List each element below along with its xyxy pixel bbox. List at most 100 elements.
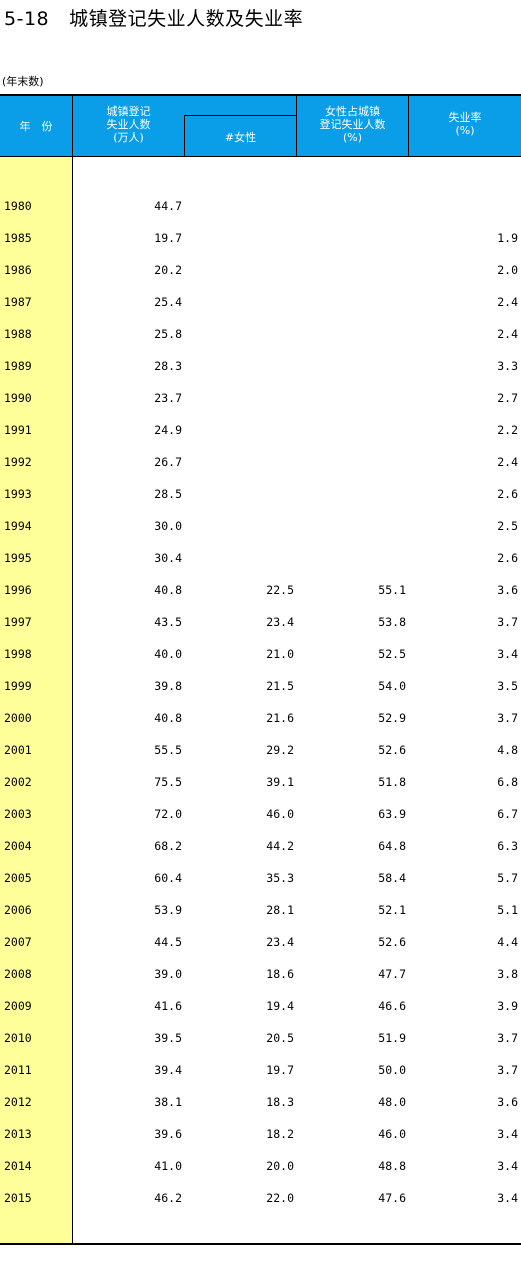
cell-year: 1980	[4, 199, 32, 213]
cell-year: 2010	[4, 1031, 32, 1045]
table-row: 2012 38.1 18.3 48.0 3.6	[0, 1086, 521, 1118]
cell-year: 2014	[4, 1159, 32, 1173]
cell-pct: 52.6	[378, 743, 406, 757]
cell-total: 28.5	[154, 487, 182, 501]
table-row: 1995 30.4 2.6	[0, 542, 521, 574]
cell-rate: 2.0	[497, 263, 518, 277]
cell-female: 23.4	[266, 935, 294, 949]
cell-pct: 51.9	[378, 1031, 406, 1045]
header-year: 年 份	[19, 119, 53, 133]
cell-year: 2012	[4, 1095, 32, 1109]
cell-year: 1999	[4, 679, 32, 693]
cell-pct: 52.5	[378, 647, 406, 661]
cell-year: 2013	[4, 1127, 32, 1141]
cell-total: 26.7	[154, 455, 182, 469]
cell-total: 72.0	[154, 807, 182, 821]
cell-pct: 47.7	[378, 967, 406, 981]
cell-pct: 47.6	[378, 1191, 406, 1205]
cell-rate: 3.7	[497, 1063, 518, 1077]
cell-female: 22.0	[266, 1191, 294, 1205]
cell-year: 1989	[4, 359, 32, 373]
cell-year: 2000	[4, 711, 32, 725]
cell-pct: 48.0	[378, 1095, 406, 1109]
cell-female: 39.1	[266, 775, 294, 789]
table-body: 1980 44.7 1985 19.7 1.9 1986 20.2 2.0 1987 25.4 2.…	[0, 190, 521, 1214]
cell-total: 39.0	[154, 967, 182, 981]
header-rate: 失业率 (%)	[409, 104, 521, 144]
cell-female: 28.1	[266, 903, 294, 917]
cell-pct: 46.6	[378, 999, 406, 1013]
header-top-rule	[0, 94, 521, 96]
cell-total: 39.6	[154, 1127, 182, 1141]
cell-rate: 3.6	[497, 1095, 518, 1109]
cell-total: 53.9	[154, 903, 182, 917]
table-row: 1999 39.8 21.5 54.0 3.5	[0, 670, 521, 702]
cell-pct: 55.1	[378, 583, 406, 597]
cell-total: 41.6	[154, 999, 182, 1013]
table-row: 2008 39.0 18.6 47.7 3.8	[0, 958, 521, 990]
cell-pct: 64.8	[378, 839, 406, 853]
header-total-line2: 失业人数	[106, 117, 151, 131]
cell-rate: 6.7	[497, 807, 518, 821]
cell-female: 18.2	[266, 1127, 294, 1141]
cell-total: 23.7	[154, 391, 182, 405]
cell-year: 1993	[4, 487, 32, 501]
cell-total: 38.1	[154, 1095, 182, 1109]
cell-pct: 50.0	[378, 1063, 406, 1077]
table-row: 2006 53.9 28.1 52.1 5.1	[0, 894, 521, 926]
cell-year: 1985	[4, 231, 32, 245]
cell-total: 40.8	[154, 711, 182, 725]
cell-female: 20.5	[266, 1031, 294, 1045]
cell-year: 2004	[4, 839, 32, 853]
table-row: 1989 28.3 3.3	[0, 350, 521, 382]
cell-year: 1990	[4, 391, 32, 405]
cell-pct: 58.4	[378, 871, 406, 885]
cell-total: 75.5	[154, 775, 182, 789]
table-row: 2002 75.5 39.1 51.8 6.8	[0, 766, 521, 798]
cell-rate: 3.4	[497, 1191, 518, 1205]
cell-pct: 54.0	[378, 679, 406, 693]
table-row: 2014 41.0 20.0 48.8 3.4	[0, 1150, 521, 1182]
cell-year: 1986	[4, 263, 32, 277]
cell-female: 23.4	[266, 615, 294, 629]
table-row: 1985 19.7 1.9	[0, 222, 521, 254]
table-row: 2004 68.2 44.2 64.8 6.3	[0, 830, 521, 862]
header-rate-line1: 失业率	[448, 111, 482, 124]
header-female: #女性	[224, 130, 257, 144]
header-rate-line2: (%)	[455, 124, 475, 137]
table-row: 2010 39.5 20.5 51.9 3.7	[0, 1022, 521, 1054]
cell-year: 1995	[4, 551, 32, 565]
table-title-text: 城镇登记失业人数及失业率	[69, 8, 304, 30]
cell-total: 20.2	[154, 263, 182, 277]
cell-rate: 2.4	[497, 455, 518, 469]
cell-year: 2009	[4, 999, 32, 1013]
cell-rate: 4.8	[497, 743, 518, 757]
cell-rate: 2.7	[497, 391, 518, 405]
cell-rate: 3.6	[497, 583, 518, 597]
cell-year: 1991	[4, 423, 32, 437]
table-row: 2001 55.5 29.2 52.6 4.8	[0, 734, 521, 766]
cell-year: 1988	[4, 327, 32, 341]
cell-rate: 2.5	[497, 519, 518, 533]
cell-total: 30.4	[154, 551, 182, 565]
cell-rate: 2.6	[497, 551, 518, 565]
cell-rate: 3.8	[497, 967, 518, 981]
table-row: 1986 20.2 2.0	[0, 254, 521, 286]
cell-female: 46.0	[266, 807, 294, 821]
cell-female: 19.7	[266, 1063, 294, 1077]
cell-rate: 3.7	[497, 615, 518, 629]
cell-total: 30.0	[154, 519, 182, 533]
year-column-divider	[72, 157, 73, 1243]
cell-year: 1992	[4, 455, 32, 469]
cell-year: 2008	[4, 967, 32, 981]
table-row: 2015 46.2 22.0 47.6 3.4	[0, 1182, 521, 1214]
cell-rate: 2.2	[497, 423, 518, 437]
cell-year: 1997	[4, 615, 32, 629]
cell-pct: 53.8	[378, 615, 406, 629]
cell-total: 28.3	[154, 359, 182, 373]
cell-pct: 63.9	[378, 807, 406, 821]
cell-rate: 1.9	[497, 231, 518, 245]
table-row: 1988 25.8 2.4	[0, 318, 521, 350]
cell-total: 39.5	[154, 1031, 182, 1045]
header-pct-line3: (%)	[342, 130, 363, 144]
